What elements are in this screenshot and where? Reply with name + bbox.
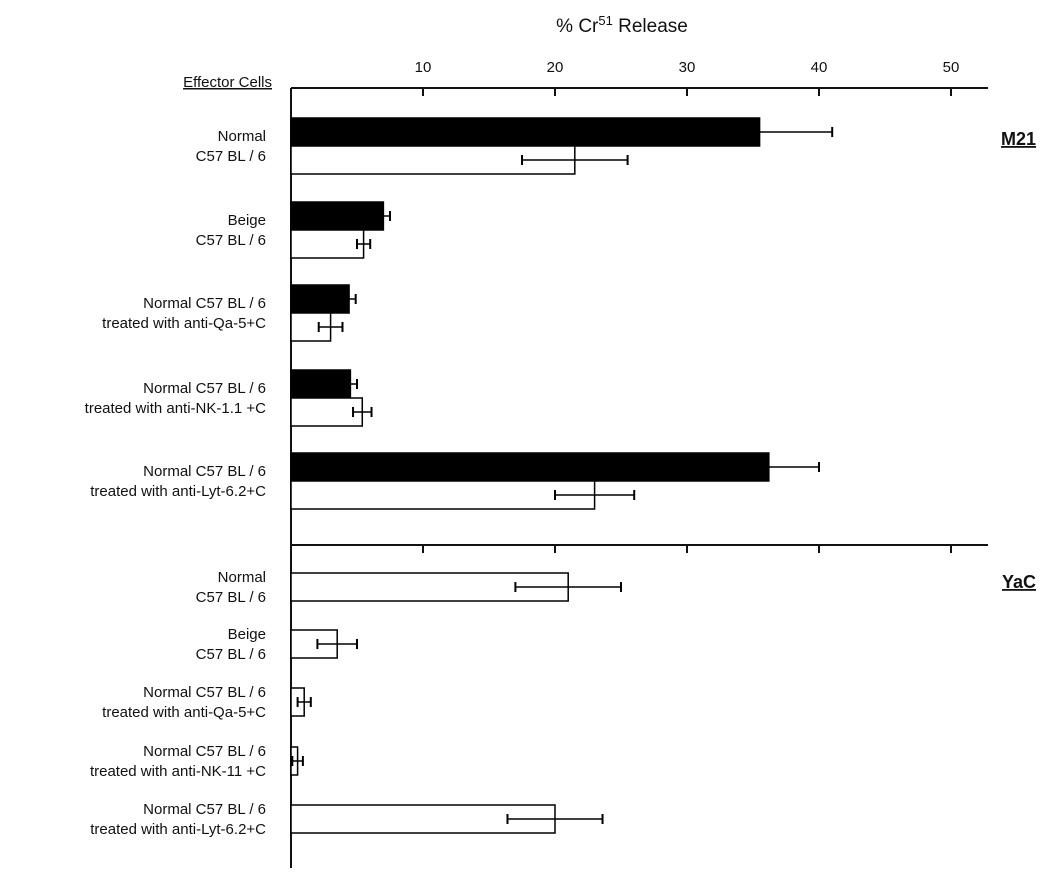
panel-label-yac: YaC: [1002, 572, 1036, 592]
bar-filled: [290, 369, 352, 399]
category-label: Normal: [218, 569, 266, 586]
bar-filled: [290, 201, 385, 231]
category-label: treated with anti-Qa-5+C: [102, 315, 266, 332]
category-label: Normal C57 BL / 6: [143, 380, 266, 397]
category-label: Normal C57 BL / 6: [143, 801, 266, 818]
category-label: C57 BL / 6: [196, 646, 266, 663]
chart-title: % Cr51 Release: [556, 13, 688, 38]
bar-filled: [290, 284, 350, 314]
bar-filled: [290, 452, 770, 482]
x-tick-label: 30: [679, 59, 696, 76]
category-label: Normal: [218, 128, 266, 145]
category-label: treated with anti-NK-11 +C: [90, 763, 266, 780]
effector-cells-label: Effector Cells: [183, 74, 272, 91]
category-label: C57 BL / 6: [196, 232, 266, 249]
category-label: C57 BL / 6: [196, 589, 266, 606]
category-label: treated with anti-Lyt-6.2+C: [90, 483, 266, 500]
category-label: Normal C57 BL / 6: [143, 743, 266, 760]
category-label: C57 BL / 6: [196, 148, 266, 165]
category-label: treated with anti-NK-1.1 +C: [85, 400, 267, 417]
bar-open: [290, 229, 365, 259]
category-label: treated with anti-Lyt-6.2+C: [90, 821, 266, 838]
x-tick-label: 20: [547, 59, 564, 76]
bar-open: [290, 397, 364, 427]
x-tick-label: 40: [811, 59, 828, 76]
x-tick-label: 10: [415, 59, 432, 76]
category-label: Beige: [228, 626, 266, 643]
x-tick-label: 50: [943, 59, 960, 76]
panel-label-m21: M21: [1001, 129, 1036, 149]
category-label: Normal C57 BL / 6: [143, 295, 266, 312]
category-label: treated with anti-Qa-5+C: [102, 704, 266, 721]
category-label: Beige: [228, 212, 266, 229]
category-label: Normal C57 BL / 6: [143, 463, 266, 480]
bar-open: [290, 480, 596, 510]
category-label: Normal C57 BL / 6: [143, 684, 266, 701]
